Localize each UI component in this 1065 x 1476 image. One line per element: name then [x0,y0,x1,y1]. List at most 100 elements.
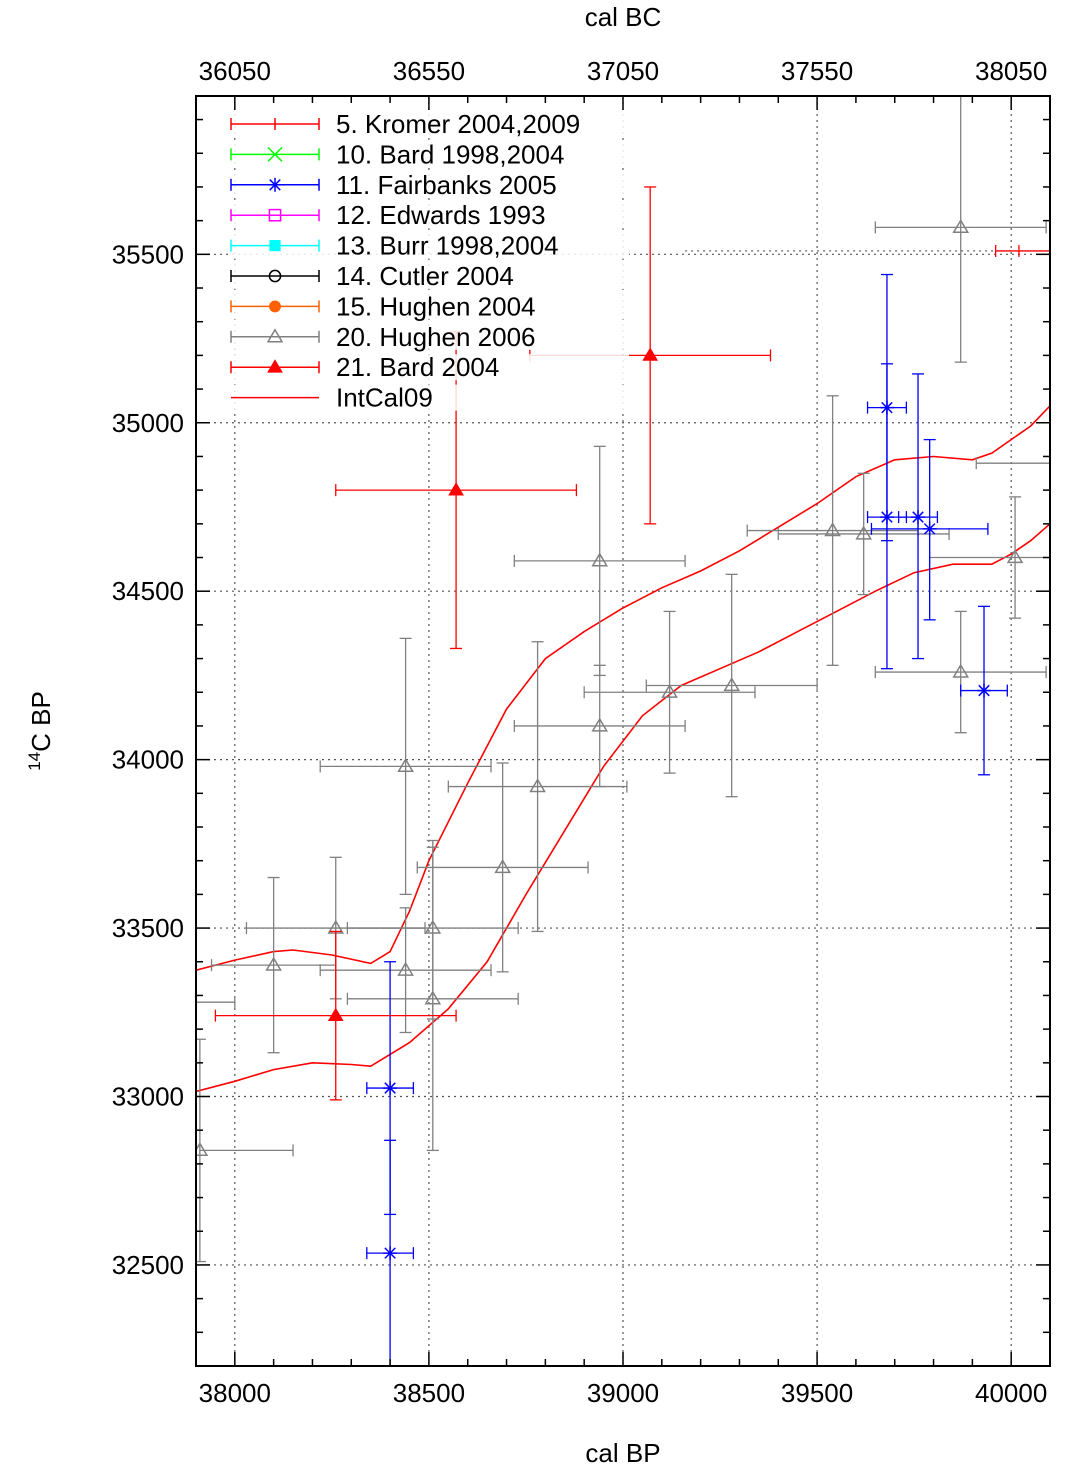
legend-item-edwards: 12. Edwards 1993 [229,200,629,230]
legend-marker [267,146,283,162]
error-bar [196,1038,294,1263]
series-bard2004 [214,186,772,1101]
y-axis-label-text: C BP [26,691,56,752]
data-point [448,482,464,496]
data-point [397,961,414,976]
series-hughen2006 [196,96,1050,1263]
legend-label: 15. Hughen 2004 [336,291,536,321]
top-x-axis-label: cal BC [585,2,662,32]
x-tick-label: 39000 [587,1378,659,1408]
data-point [591,552,609,567]
data-point [855,525,872,540]
legend-label: 11. Fairbanks 2005 [336,170,557,200]
y-tick-label: 34500 [112,576,184,606]
data-point [397,757,414,773]
legend-label: 10. Bard 1998,2004 [336,139,564,169]
error-bar [196,996,236,1009]
legend-item-bard2004: 21. Bard 2004 [229,352,629,382]
plot-area [196,96,1050,1366]
legend-marker [269,240,281,252]
data-point [952,218,970,234]
y-tick-label: 34000 [112,745,184,775]
legend-item-kromer: 5. Kromer 2004,2009 [229,109,629,139]
marker-stroke [384,1247,396,1259]
error-bar [513,445,686,677]
legend-marker [268,177,282,192]
error-bar [645,573,818,798]
marker-stroke [912,511,924,523]
x2-tick-label: 38050 [975,56,1047,86]
y-axis-label: 14C BP [25,691,56,771]
error-bar [995,244,1050,257]
data-point [494,858,511,874]
y-tick-label: 33000 [112,1082,184,1112]
x-tick-label: 39500 [781,1378,853,1408]
y-tick-label: 33500 [112,913,184,943]
y-axis-label-superscript: 14 [25,752,44,771]
data-point [661,683,678,698]
legend-item-cutler: 14. Cutler 2004 [229,261,629,291]
marker-stroke [978,684,990,697]
error-bar [346,846,519,1152]
intcal09-upper-curve [196,405,1050,971]
x-axis-label: cal BP [585,1438,660,1468]
legend-label: 5. Kromer 2004,2009 [336,109,580,139]
legend-label: 12. Edwards 1993 [336,200,546,230]
legend-marker [266,328,284,343]
data-point [879,510,894,525]
error-bar [583,610,756,774]
x2-tick-label: 36050 [199,56,271,86]
legend-label: 20. Hughen 2006 [336,322,536,352]
error-bar [777,472,950,596]
error-bar [416,762,589,973]
data-point [977,683,992,698]
legend-label: 21. Bard 2004 [336,352,499,382]
x-tick-label: 38000 [199,1378,271,1408]
marker-stroke [269,179,281,191]
data-point [424,990,442,1005]
error-bar [874,96,1047,363]
data-point [383,1081,398,1096]
data-point [922,521,937,536]
svg-text:14C BP: 14C BP [25,691,56,771]
error-bar [975,457,1050,470]
legend-marker [267,359,283,373]
intcal09-lower-curve [196,523,1050,1093]
data-point [1006,549,1024,564]
x-tick-label: 38500 [393,1378,465,1408]
data-point [265,956,282,971]
legend-item-intcal: IntCal09 [229,383,629,413]
marker-stroke [267,146,283,162]
legend-label: 14. Cutler 2004 [336,261,514,291]
marker-stroke [923,523,936,535]
data-point [383,1246,398,1261]
legend-marker [268,269,282,283]
x-tick-label: 40000 [975,1378,1047,1408]
axes: 38000 38500 39000 39500 40000 36050 36550 37050… [112,56,1051,1408]
legend-item-hughen2006: 20. Hughen 2006 [229,322,629,352]
y-tick-label: 32500 [112,1250,184,1280]
legend-marker [268,208,282,222]
x2-tick-label: 37550 [781,56,853,86]
data-point [952,663,970,678]
data-point [723,677,741,692]
legend-item-fairbanks: 11. Fairbanks 2005 [229,170,629,200]
legend-item-bard1998: 10. Bard 1998,2004 [229,139,629,169]
error-bar [319,637,492,896]
error-bar [513,664,686,788]
x2-tick-label: 37050 [587,56,659,86]
marker-stroke [881,511,893,523]
legend-label: 13. Burr 1998,2004 [336,231,559,261]
legend-item-burr: 13. Burr 1998,2004 [229,231,629,261]
data-point [911,510,926,525]
legend-marker [269,300,281,313]
legend-label: IntCal09 [336,383,433,413]
marker-stroke [384,1082,396,1094]
data-point [824,522,841,537]
series-kromer [196,244,1050,834]
x2-tick-label: 36550 [393,56,465,86]
y-tick-label: 35500 [112,239,184,269]
data-point [591,717,609,732]
